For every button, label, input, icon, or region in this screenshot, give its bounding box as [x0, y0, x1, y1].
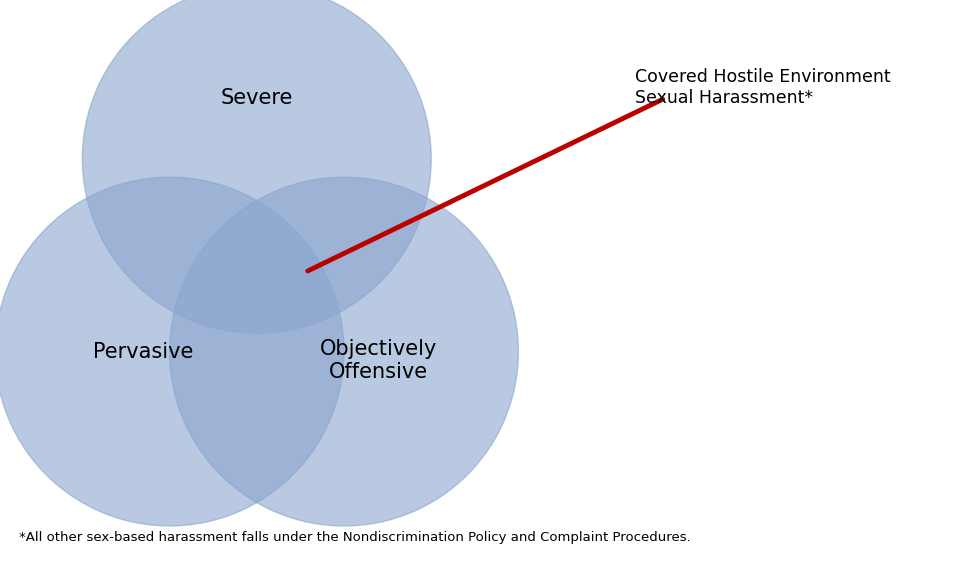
Ellipse shape: [82, 0, 431, 333]
Text: Severe: Severe: [221, 88, 293, 108]
FancyArrowPatch shape: [308, 99, 663, 271]
Text: *All other sex-based harassment falls under the Nondiscrimination Policy and Com: *All other sex-based harassment falls un…: [19, 531, 691, 544]
Text: Pervasive: Pervasive: [93, 341, 194, 362]
Ellipse shape: [0, 177, 344, 526]
Text: Covered Hostile Environment
Sexual Harassment*: Covered Hostile Environment Sexual Haras…: [635, 68, 891, 107]
Ellipse shape: [170, 177, 518, 526]
Text: Objectively
Offensive: Objectively Offensive: [320, 338, 438, 382]
